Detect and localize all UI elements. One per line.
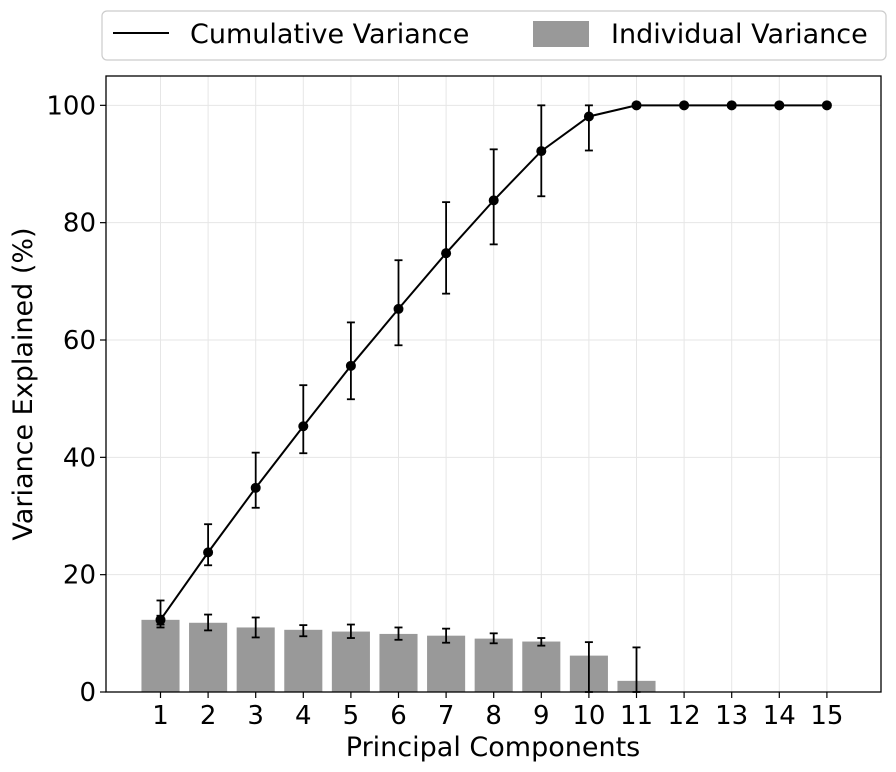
x-tick-label: 15 xyxy=(810,701,843,731)
x-tick-label: 13 xyxy=(715,701,748,731)
cumulative-point xyxy=(774,100,785,111)
line-error-bar xyxy=(394,259,403,347)
line-error-bar xyxy=(204,523,213,567)
x-tick-label: 14 xyxy=(763,701,796,731)
bar xyxy=(379,633,418,692)
cumulative-point xyxy=(250,482,261,493)
legend-label-cumulative: Cumulative Variance xyxy=(190,19,469,50)
bar-error-bar xyxy=(204,613,213,632)
cumulative-point xyxy=(393,303,404,314)
bar-error-bar xyxy=(251,616,260,639)
cumulative-point xyxy=(536,146,547,157)
line-error-bar xyxy=(442,201,451,295)
bar xyxy=(141,619,180,692)
y-tick-label: 20 xyxy=(63,561,96,591)
y-axis-label: Variance Explained (%) xyxy=(8,227,39,540)
bar-error-bar xyxy=(394,626,403,641)
x-tick-label: 8 xyxy=(485,701,502,731)
legend: Cumulative Variance Individual Variance xyxy=(101,10,887,61)
cumulative-point xyxy=(821,100,832,111)
y-tick-label: 0 xyxy=(79,678,96,708)
x-tick-label: 3 xyxy=(247,701,264,731)
x-tick-label: 1 xyxy=(152,701,169,731)
cumulative-point xyxy=(298,421,309,432)
cumulative-point xyxy=(155,614,166,625)
y-tick-label: 60 xyxy=(63,326,96,356)
grid xyxy=(106,76,881,693)
bar xyxy=(284,629,323,692)
bar-error-bar xyxy=(299,624,308,638)
x-tick-label: 4 xyxy=(295,701,312,731)
x-tick-label: 9 xyxy=(533,701,550,731)
cumulative-point xyxy=(679,100,690,111)
y-tick-label: 40 xyxy=(63,443,96,473)
cumulative-point xyxy=(345,360,356,371)
legend-label-individual: Individual Variance xyxy=(611,19,868,50)
y-tick-label: 100 xyxy=(46,91,96,121)
line-series xyxy=(155,100,832,625)
x-tick-label: 10 xyxy=(572,701,605,731)
legend-frame xyxy=(101,10,887,61)
x-tick-label: 7 xyxy=(438,701,455,731)
cumulative-point xyxy=(726,100,737,111)
x-tick-label: 2 xyxy=(200,701,217,731)
cumulative-point xyxy=(631,100,642,111)
bar xyxy=(189,622,228,692)
x-tick-label: 5 xyxy=(343,701,360,731)
line-error-bar xyxy=(299,384,308,455)
x-tick-label: 6 xyxy=(390,701,407,731)
bar-error-bar xyxy=(346,623,355,639)
x-axis-label: Principal Components xyxy=(346,732,640,763)
bar-error-bar xyxy=(537,637,546,647)
bar xyxy=(522,641,561,692)
bar xyxy=(474,638,513,692)
bar-error-bar xyxy=(489,632,498,645)
bar xyxy=(427,635,466,692)
cumulative-point xyxy=(488,195,499,206)
bar-error-bar xyxy=(442,627,451,644)
line-error-bar xyxy=(251,451,260,509)
cumulative-point xyxy=(203,547,214,558)
cumulative-point xyxy=(441,248,452,259)
cumulative-point xyxy=(583,111,594,122)
x-tick-label: 12 xyxy=(668,701,701,731)
bar xyxy=(331,631,370,692)
x-tick-label: 11 xyxy=(620,701,653,731)
y-tick-label: 80 xyxy=(63,209,96,239)
bar-series xyxy=(141,619,656,692)
legend-bar-swatch xyxy=(533,21,589,47)
